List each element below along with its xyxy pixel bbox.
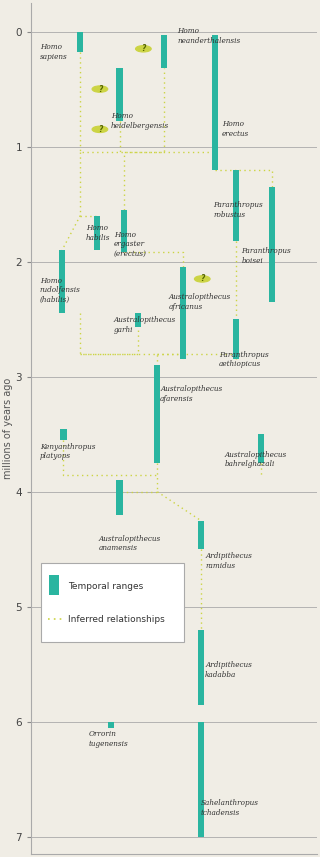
- Text: Homo
sapiens: Homo sapiens: [40, 44, 68, 61]
- Text: Paranthropus
boisei: Paranthropus boisei: [242, 247, 291, 265]
- Text: Kenyanthropus
platyops: Kenyanthropus platyops: [40, 442, 95, 460]
- Bar: [154, 365, 160, 463]
- Text: Homo
neanderthalensis: Homo neanderthalensis: [177, 27, 240, 45]
- Text: ?: ?: [200, 274, 204, 284]
- Bar: [233, 319, 239, 359]
- Text: Australopithecus
garhi: Australopithecus garhi: [114, 316, 176, 334]
- Bar: [258, 434, 264, 463]
- Bar: [212, 35, 218, 170]
- Bar: [198, 520, 204, 549]
- Bar: [60, 428, 67, 440]
- Circle shape: [92, 86, 108, 93]
- Bar: [161, 35, 167, 69]
- Bar: [269, 187, 276, 302]
- Bar: [198, 630, 204, 704]
- Bar: [94, 216, 100, 250]
- Text: ?: ?: [141, 45, 146, 53]
- Text: Temporal ranges: Temporal ranges: [68, 582, 143, 590]
- Bar: [59, 250, 65, 314]
- Text: Homo
ergaster
(erectus): Homo ergaster (erectus): [114, 231, 147, 258]
- Bar: [108, 722, 114, 728]
- Text: Homo
erectus: Homo erectus: [222, 121, 249, 138]
- Text: ?: ?: [98, 125, 102, 134]
- Bar: [49, 575, 59, 596]
- Bar: [135, 314, 141, 327]
- Bar: [180, 267, 186, 359]
- FancyBboxPatch shape: [41, 562, 184, 642]
- Bar: [77, 32, 84, 52]
- Text: Homo
habilis: Homo habilis: [86, 224, 110, 242]
- Text: Australopithecus
afarensis: Australopithecus afarensis: [160, 385, 222, 403]
- Text: Australopithecus
africanus: Australopithecus africanus: [169, 293, 231, 311]
- Bar: [116, 480, 123, 515]
- Text: Sahelanthropus
tchadensis: Sahelanthropus tchadensis: [201, 800, 259, 817]
- Text: Paranthropus
aethiopicus: Paranthropus aethiopicus: [219, 351, 269, 369]
- Circle shape: [92, 126, 108, 133]
- Text: Orrorin
tugenensis: Orrorin tugenensis: [89, 730, 128, 748]
- Bar: [121, 210, 127, 253]
- Y-axis label: millions of years ago: millions of years ago: [3, 378, 13, 479]
- Bar: [198, 722, 204, 837]
- Text: Homo
heidelbergensis: Homo heidelbergensis: [111, 112, 169, 130]
- Text: Homo
rudolfensis
(habilis): Homo rudolfensis (habilis): [40, 277, 81, 304]
- Text: ?: ?: [98, 85, 102, 93]
- Text: Australopithecus
anamensis: Australopithecus anamensis: [99, 535, 161, 553]
- Text: Ardipithecus
ramidus: Ardipithecus ramidus: [205, 552, 252, 570]
- Circle shape: [195, 276, 210, 282]
- Text: Paranthropus
robustus: Paranthropus robustus: [213, 201, 263, 219]
- Text: Inferred relationships: Inferred relationships: [68, 615, 164, 624]
- Circle shape: [135, 45, 151, 52]
- Text: Australopithecus
bahrelghazali: Australopithecus bahrelghazali: [225, 451, 287, 469]
- Bar: [116, 69, 123, 122]
- Text: Ardipithecus
kadabba: Ardipithecus kadabba: [205, 662, 252, 679]
- Bar: [233, 170, 239, 241]
